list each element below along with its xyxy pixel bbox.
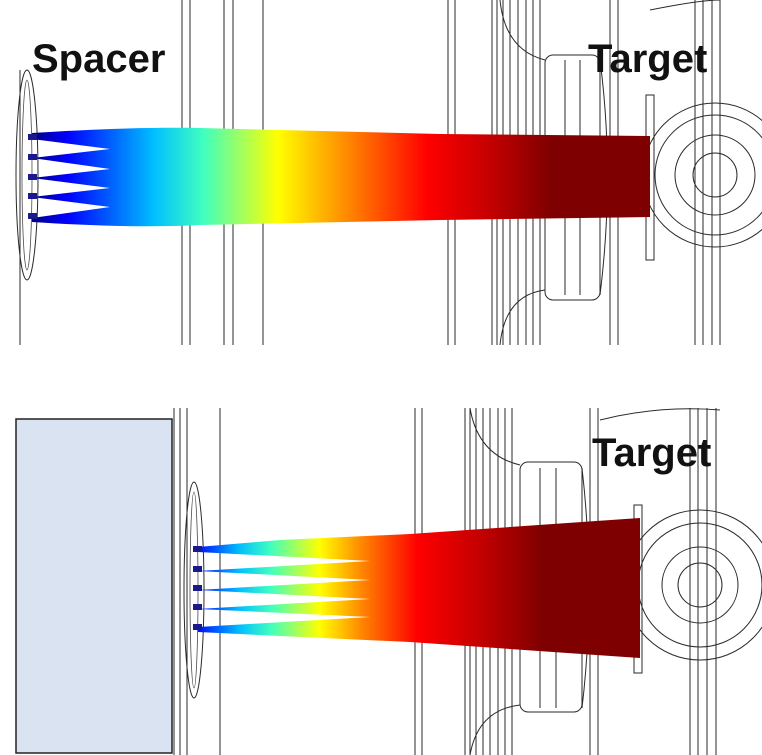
spacer-block [15,418,173,754]
top-nozzles [28,134,37,219]
bottom-target-label: Target [592,431,711,475]
top-target-label: Target [588,37,707,81]
top-ion-beam [32,127,650,227]
bottom-panel: Target [15,407,762,755]
bottom-nozzles [193,546,202,630]
bottom-ion-beam [198,518,640,658]
spacer-label: Spacer [32,37,165,81]
top-panel: Spacer Target [15,0,762,346]
bottom-wireframe [173,407,762,755]
